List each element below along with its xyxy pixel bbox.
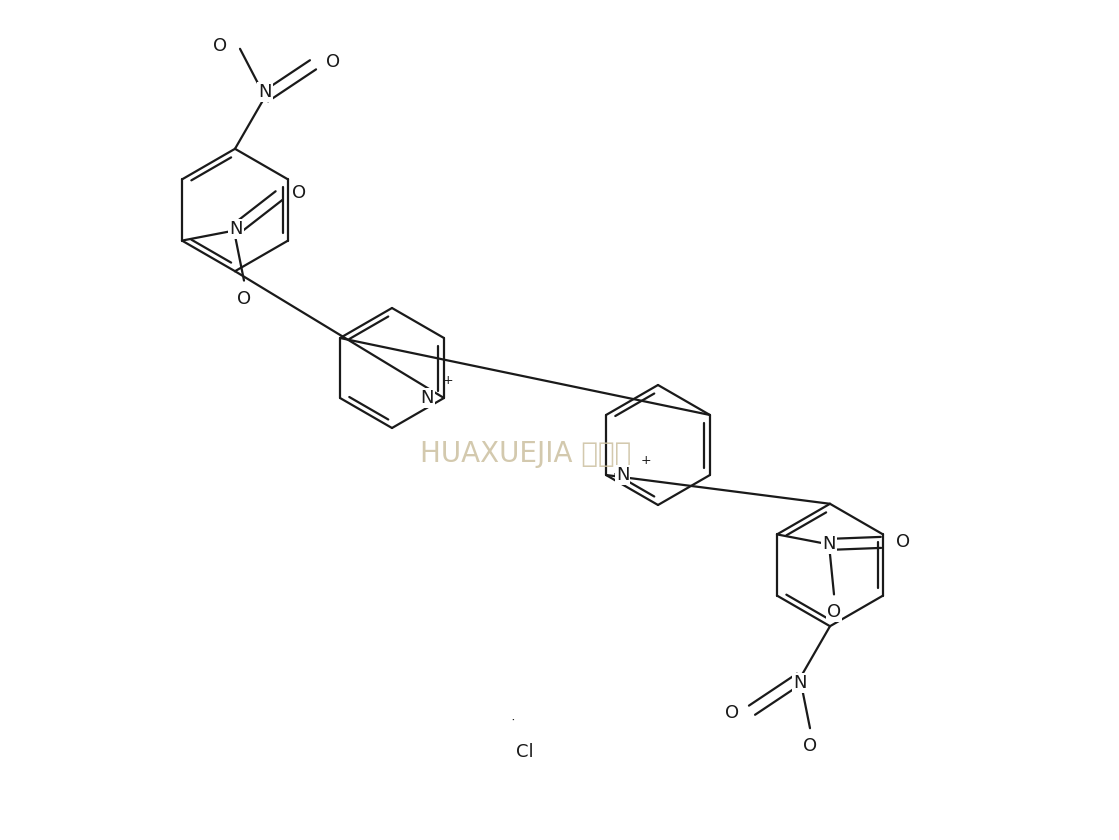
Text: N: N	[229, 219, 243, 238]
Text: O: O	[213, 37, 227, 55]
Text: N: N	[793, 675, 807, 692]
Text: O: O	[292, 184, 307, 202]
Text: +: +	[443, 374, 453, 386]
Text: ˙: ˙	[509, 720, 517, 734]
Text: N: N	[822, 535, 836, 554]
Text: N: N	[258, 83, 272, 101]
Text: N: N	[617, 466, 630, 484]
Text: +: +	[641, 454, 651, 466]
Text: Cl: Cl	[516, 743, 534, 761]
Text: O: O	[896, 533, 910, 551]
Text: O: O	[237, 290, 251, 307]
Text: HUAXUEJIA 化学加: HUAXUEJIA 化学加	[421, 439, 631, 468]
Text: O: O	[326, 53, 340, 71]
Text: O: O	[725, 704, 739, 722]
Text: O: O	[827, 603, 841, 622]
Text: O: O	[803, 738, 817, 755]
Text: N: N	[421, 389, 434, 407]
